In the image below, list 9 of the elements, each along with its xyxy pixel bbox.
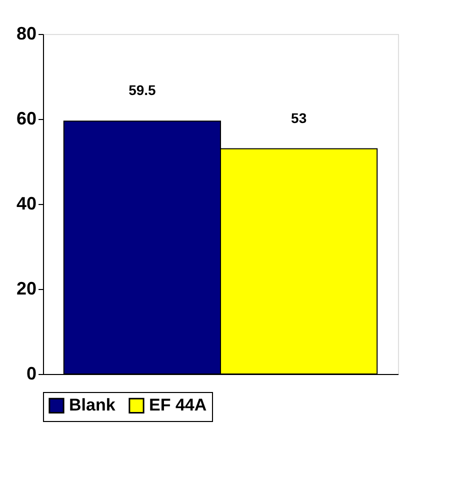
data-label: 53 [291, 110, 307, 126]
y-tick-label: 0 [26, 364, 36, 384]
data-label: 59.5 [128, 82, 156, 98]
legend-label: EF 44A [149, 396, 207, 415]
y-tick-label: 80 [16, 24, 36, 44]
legend-label: Blank [69, 396, 116, 415]
y-tick-label: 20 [16, 278, 36, 298]
y-tick-label: 60 [16, 108, 36, 128]
y-tick-label: 40 [16, 194, 36, 214]
